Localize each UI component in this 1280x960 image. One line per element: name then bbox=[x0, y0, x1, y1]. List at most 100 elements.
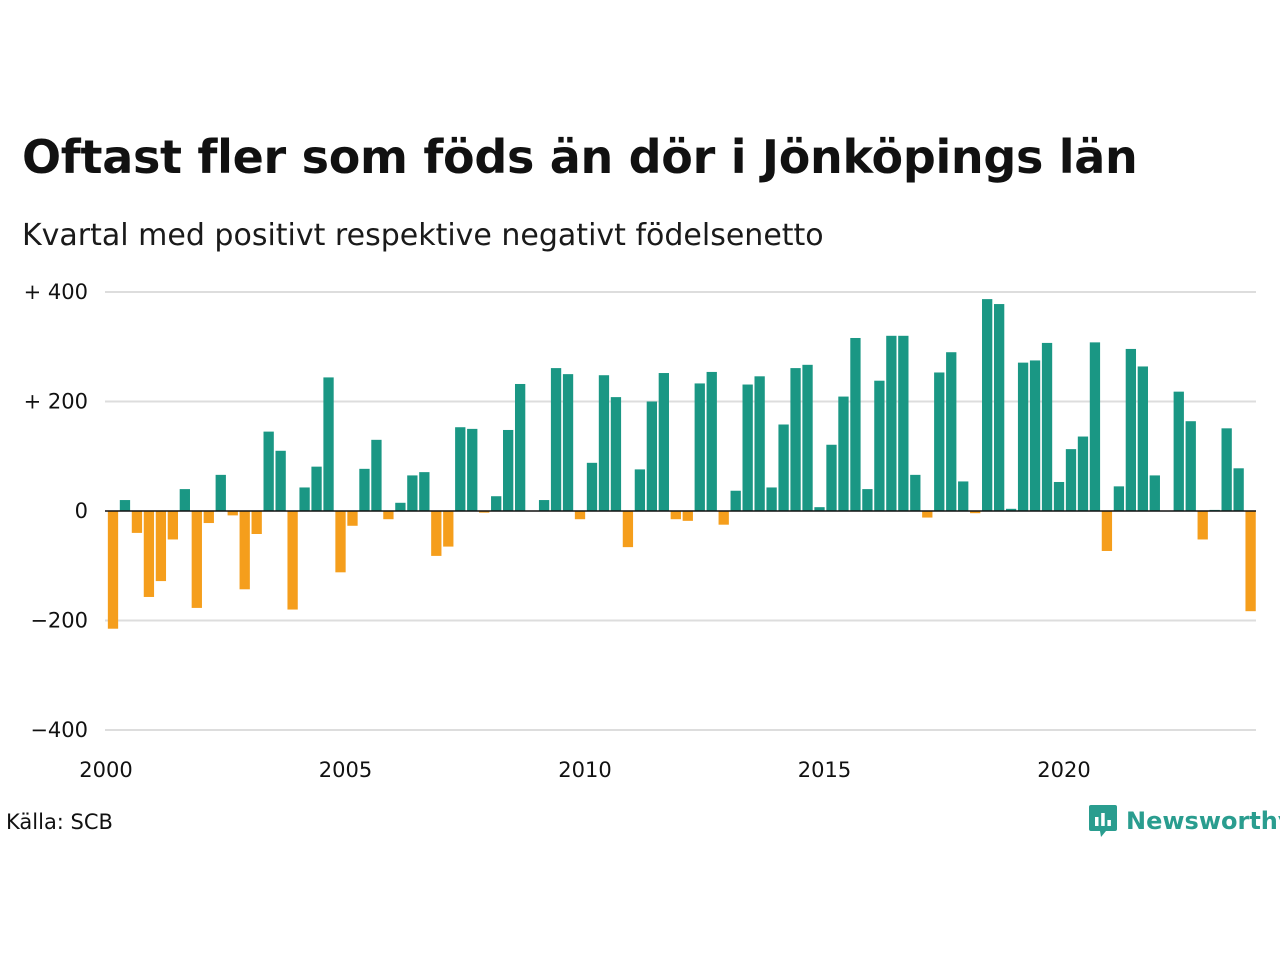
bar-negative bbox=[155, 511, 167, 582]
bar-positive bbox=[359, 468, 370, 511]
bar-negative bbox=[1101, 511, 1113, 551]
x-axis-labels: 2000 2005 2010 2015 2020 bbox=[79, 758, 1090, 782]
bar-positive bbox=[598, 375, 610, 511]
bar-negative bbox=[287, 511, 298, 610]
bar-positive bbox=[1089, 342, 1101, 511]
bar-negative bbox=[443, 511, 454, 547]
bar-positive bbox=[838, 396, 849, 511]
bar-positive bbox=[1185, 421, 1196, 511]
bar-negative bbox=[479, 511, 490, 513]
x-tick-label: 2010 bbox=[558, 758, 611, 782]
bar-positive bbox=[730, 490, 741, 511]
bar-positive bbox=[1077, 436, 1089, 511]
bar-positive bbox=[562, 374, 574, 512]
bar-positive bbox=[119, 500, 131, 511]
bar-positive bbox=[742, 384, 753, 511]
x-tick-label: 2015 bbox=[798, 758, 851, 782]
bar-positive bbox=[958, 481, 969, 511]
brand-name: Newsworthy bbox=[1126, 807, 1280, 835]
bar-positive bbox=[323, 377, 334, 511]
bar-negative bbox=[1197, 511, 1208, 540]
bar-positive bbox=[934, 372, 945, 511]
bar-positive bbox=[1005, 508, 1017, 511]
bar-positive bbox=[503, 429, 514, 511]
bar-positive bbox=[862, 489, 873, 511]
bar-negative bbox=[131, 511, 143, 533]
bar-chart: + 400 + 200 0 −200 −400 2000 2005 2010 2015 2020 bbox=[24, 280, 1256, 782]
bar-positive bbox=[455, 427, 466, 511]
bar-negative bbox=[107, 511, 119, 629]
bar-positive bbox=[1125, 348, 1137, 511]
bar-negative bbox=[574, 511, 586, 520]
bar-positive bbox=[550, 368, 562, 511]
bar-positive bbox=[646, 401, 658, 511]
bar-negative bbox=[970, 511, 981, 514]
bar-positive bbox=[1017, 362, 1029, 511]
bar-positive bbox=[371, 439, 382, 511]
bar-positive bbox=[634, 469, 646, 511]
y-tick-label: 0 bbox=[75, 499, 88, 523]
y-axis-labels: + 400 + 200 0 −200 −400 bbox=[24, 280, 88, 742]
bar-negative bbox=[682, 511, 693, 521]
bar-chart-speech-bubble-icon bbox=[1089, 805, 1117, 837]
bar-negative bbox=[383, 511, 394, 520]
bar-positive bbox=[993, 304, 1005, 511]
bar-negative bbox=[347, 511, 358, 526]
bar-positive bbox=[898, 335, 909, 511]
bar-positive bbox=[179, 489, 190, 511]
bar-positive bbox=[886, 335, 897, 511]
bar-positive bbox=[982, 299, 993, 511]
chart-title: Oftast fler som föds än dör i Jönköpings… bbox=[22, 130, 1138, 184]
bar-positive bbox=[946, 352, 957, 511]
bar-negative bbox=[718, 511, 729, 525]
bar-positive bbox=[299, 487, 310, 511]
bar-positive bbox=[1053, 481, 1065, 511]
bar-positive bbox=[1233, 468, 1244, 511]
newsworthy-logo[interactable]: Newsworthy bbox=[1088, 803, 1280, 839]
bar-positive bbox=[586, 462, 598, 511]
bar-positive bbox=[754, 376, 765, 511]
bar-positive bbox=[814, 507, 825, 511]
source-note: Källa: SCB bbox=[6, 810, 113, 834]
x-tick-label: 2020 bbox=[1037, 758, 1090, 782]
bar-positive bbox=[275, 450, 286, 511]
bar-positive bbox=[1065, 449, 1077, 511]
y-tick-label: −400 bbox=[30, 718, 88, 742]
bar-positive bbox=[1113, 486, 1125, 511]
bar-positive bbox=[694, 383, 705, 511]
bar-positive bbox=[1221, 428, 1232, 511]
bar-negative bbox=[431, 511, 442, 556]
bar-positive bbox=[1041, 342, 1053, 511]
bar-negative bbox=[227, 511, 238, 516]
bar-positive bbox=[395, 502, 406, 511]
bar-negative bbox=[239, 511, 250, 590]
bar-negative bbox=[251, 511, 262, 534]
y-tick-label: + 400 bbox=[24, 280, 88, 304]
bar-positive bbox=[706, 371, 717, 511]
bars bbox=[107, 299, 1256, 629]
bar-negative bbox=[335, 511, 346, 573]
bar-positive bbox=[790, 368, 801, 511]
bar-positive bbox=[658, 373, 669, 511]
bar-positive bbox=[766, 487, 777, 511]
bar-positive bbox=[874, 380, 885, 512]
bar-negative bbox=[191, 511, 202, 608]
bar-negative bbox=[167, 511, 179, 540]
bar-positive bbox=[910, 474, 921, 511]
bar-positive bbox=[778, 424, 789, 511]
bar-positive bbox=[215, 474, 226, 511]
bar-positive bbox=[610, 397, 622, 511]
bar-positive bbox=[467, 428, 478, 512]
x-tick-label: 2005 bbox=[319, 758, 372, 782]
bar-positive bbox=[514, 383, 526, 511]
bar-negative bbox=[203, 511, 214, 524]
bar-positive bbox=[802, 364, 813, 511]
bar-negative bbox=[143, 511, 155, 597]
bar-positive bbox=[1137, 366, 1148, 511]
bar-positive bbox=[1029, 360, 1041, 511]
bar-positive bbox=[826, 444, 837, 511]
bar-positive bbox=[419, 472, 430, 511]
y-tick-label: + 200 bbox=[24, 390, 88, 414]
bar-positive bbox=[1173, 391, 1184, 511]
bar-negative bbox=[622, 511, 634, 548]
